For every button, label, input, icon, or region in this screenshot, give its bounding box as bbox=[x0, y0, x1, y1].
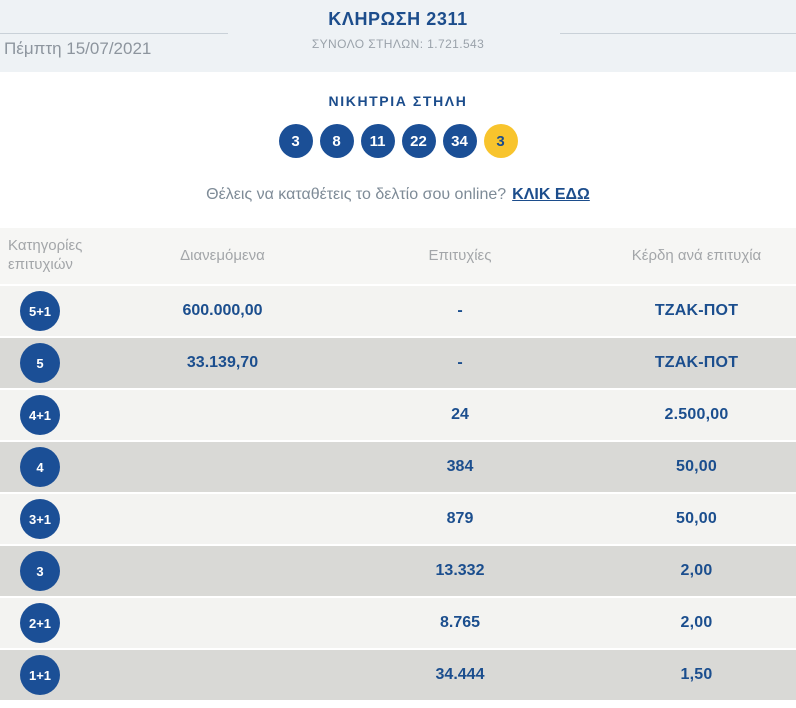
distributed-value: 600.000,00 bbox=[182, 302, 263, 319]
col-header-distributed: Διανεμόμενα bbox=[180, 246, 265, 264]
prize-value: 50,00 bbox=[675, 458, 718, 475]
prize-value: 2.500,00 bbox=[664, 406, 729, 423]
prize-value: 2,00 bbox=[680, 562, 713, 579]
prize-value: 50,00 bbox=[675, 510, 718, 527]
table-row: 3 13.332 2,00 bbox=[0, 544, 796, 596]
results-table: Κατηγορίες επιτυχιών Διανεμόμενα Επιτυχί… bbox=[0, 228, 796, 700]
winners-value: 24 bbox=[451, 406, 469, 423]
winners-value: 13.332 bbox=[435, 562, 485, 579]
category-cell: 4 bbox=[0, 447, 80, 487]
draw-date: Πέμπτη 15/07/2021 bbox=[4, 39, 152, 58]
category-badge: 3 bbox=[20, 551, 60, 591]
category-badge: 3+1 bbox=[20, 499, 60, 539]
winners-value: 8.765 bbox=[439, 614, 481, 631]
winners-value: - bbox=[457, 302, 463, 319]
winners-value: 34.444 bbox=[435, 666, 485, 683]
category-badge: 5+1 bbox=[20, 291, 60, 331]
col-header-categories: Κατηγορίες επιτυχιών bbox=[8, 237, 83, 273]
draw-header: ΚΛΗΡΩΣΗ 2311 ΣΥΝΟΛΟ ΣΤΗΛΩΝ: 1.721.543 Πέ… bbox=[0, 0, 796, 72]
prize-value: 1,50 bbox=[680, 666, 713, 683]
category-cell: 2+1 bbox=[0, 603, 80, 643]
winning-column-heading: ΝΙΚΗΤΡΙΑ ΣΤΗΛΗ bbox=[328, 93, 468, 109]
table-row: 5+1 600.000,00 - ΤΖΑΚ-ΠΟΤ bbox=[0, 284, 796, 336]
col-header-prize: Κέρδη ανά επιτυχία bbox=[631, 246, 762, 264]
winning-number-ball: 8 bbox=[319, 124, 354, 158]
prize-value: 2,00 bbox=[680, 614, 713, 631]
category-badge: 4+1 bbox=[20, 395, 60, 435]
distributed-value: 33.139,70 bbox=[186, 354, 259, 371]
category-badge: 1+1 bbox=[20, 655, 60, 695]
winners-value: 879 bbox=[446, 510, 474, 527]
winning-number-ball: 3 bbox=[278, 124, 313, 158]
winning-number-ball: 22 bbox=[401, 124, 436, 158]
winning-numbers: 3 8 11 22 34 3 bbox=[0, 124, 796, 158]
prize-value: ΤΖΑΚ-ΠΟΤ bbox=[654, 302, 739, 319]
winning-column-section: ΝΙΚΗΤΡΙΑ ΣΤΗΛΗ 3 8 11 22 34 3 Θέλεις να καταθ… bbox=[0, 72, 796, 228]
winners-value: 384 bbox=[446, 458, 474, 475]
winning-number-ball: 11 bbox=[360, 124, 395, 158]
category-badge: 4 bbox=[20, 447, 60, 487]
category-cell: 5+1 bbox=[0, 291, 80, 331]
col-header-winners: Επιτυχίες bbox=[428, 246, 492, 264]
category-badge: 5 bbox=[20, 343, 60, 383]
results-table-body: 5+1 600.000,00 - ΤΖΑΚ-ΠΟΤ 5 33.139,70 - ΤΖΑΚ-ΠΟ… bbox=[0, 284, 796, 700]
results-table-header-row: Κατηγορίες επιτυχιών Διανεμόμενα Επιτυχί… bbox=[0, 228, 796, 284]
table-row: 5 33.139,70 - ΤΖΑΚ-ΠΟΤ bbox=[0, 336, 796, 388]
total-columns-label: ΣΥΝΟΛΟ ΣΤΗΛΩΝ: 1.721.543 bbox=[311, 37, 485, 51]
cta-link[interactable]: ΚΛΙΚ ΕΔΩ bbox=[512, 186, 590, 203]
joker-number-ball: 3 bbox=[483, 124, 518, 158]
category-badge: 2+1 bbox=[20, 603, 60, 643]
category-cell: 1+1 bbox=[0, 655, 80, 695]
header-divider-left bbox=[0, 33, 228, 34]
table-row: 4 384 50,00 bbox=[0, 440, 796, 492]
category-cell: 4+1 bbox=[0, 395, 80, 435]
category-cell: 5 bbox=[0, 343, 80, 383]
table-row: 2+1 8.765 2,00 bbox=[0, 596, 796, 648]
winning-number-ball: 34 bbox=[442, 124, 477, 158]
prize-value: ΤΖΑΚ-ΠΟΤ bbox=[654, 354, 739, 371]
cta-text: Θέλεις να καταθέτεις το δελτίο σου onlin… bbox=[206, 186, 507, 203]
table-row: 1+1 34.444 1,50 bbox=[0, 648, 796, 700]
table-row: 3+1 879 50,00 bbox=[0, 492, 796, 544]
cta-line: Θέλεις να καταθέτεις το δελτίο σου onlin… bbox=[0, 186, 796, 204]
category-cell: 3+1 bbox=[0, 499, 80, 539]
category-cell: 3 bbox=[0, 551, 80, 591]
draw-title: ΚΛΗΡΩΣΗ 2311 bbox=[328, 9, 468, 29]
draw-header-center: ΚΛΗΡΩΣΗ 2311 ΣΥΝΟΛΟ ΣΤΗΛΩΝ: 1.721.543 bbox=[0, 9, 796, 51]
header-divider-right bbox=[560, 33, 796, 34]
winners-value: - bbox=[457, 354, 463, 371]
table-row: 4+1 24 2.500,00 bbox=[0, 388, 796, 440]
